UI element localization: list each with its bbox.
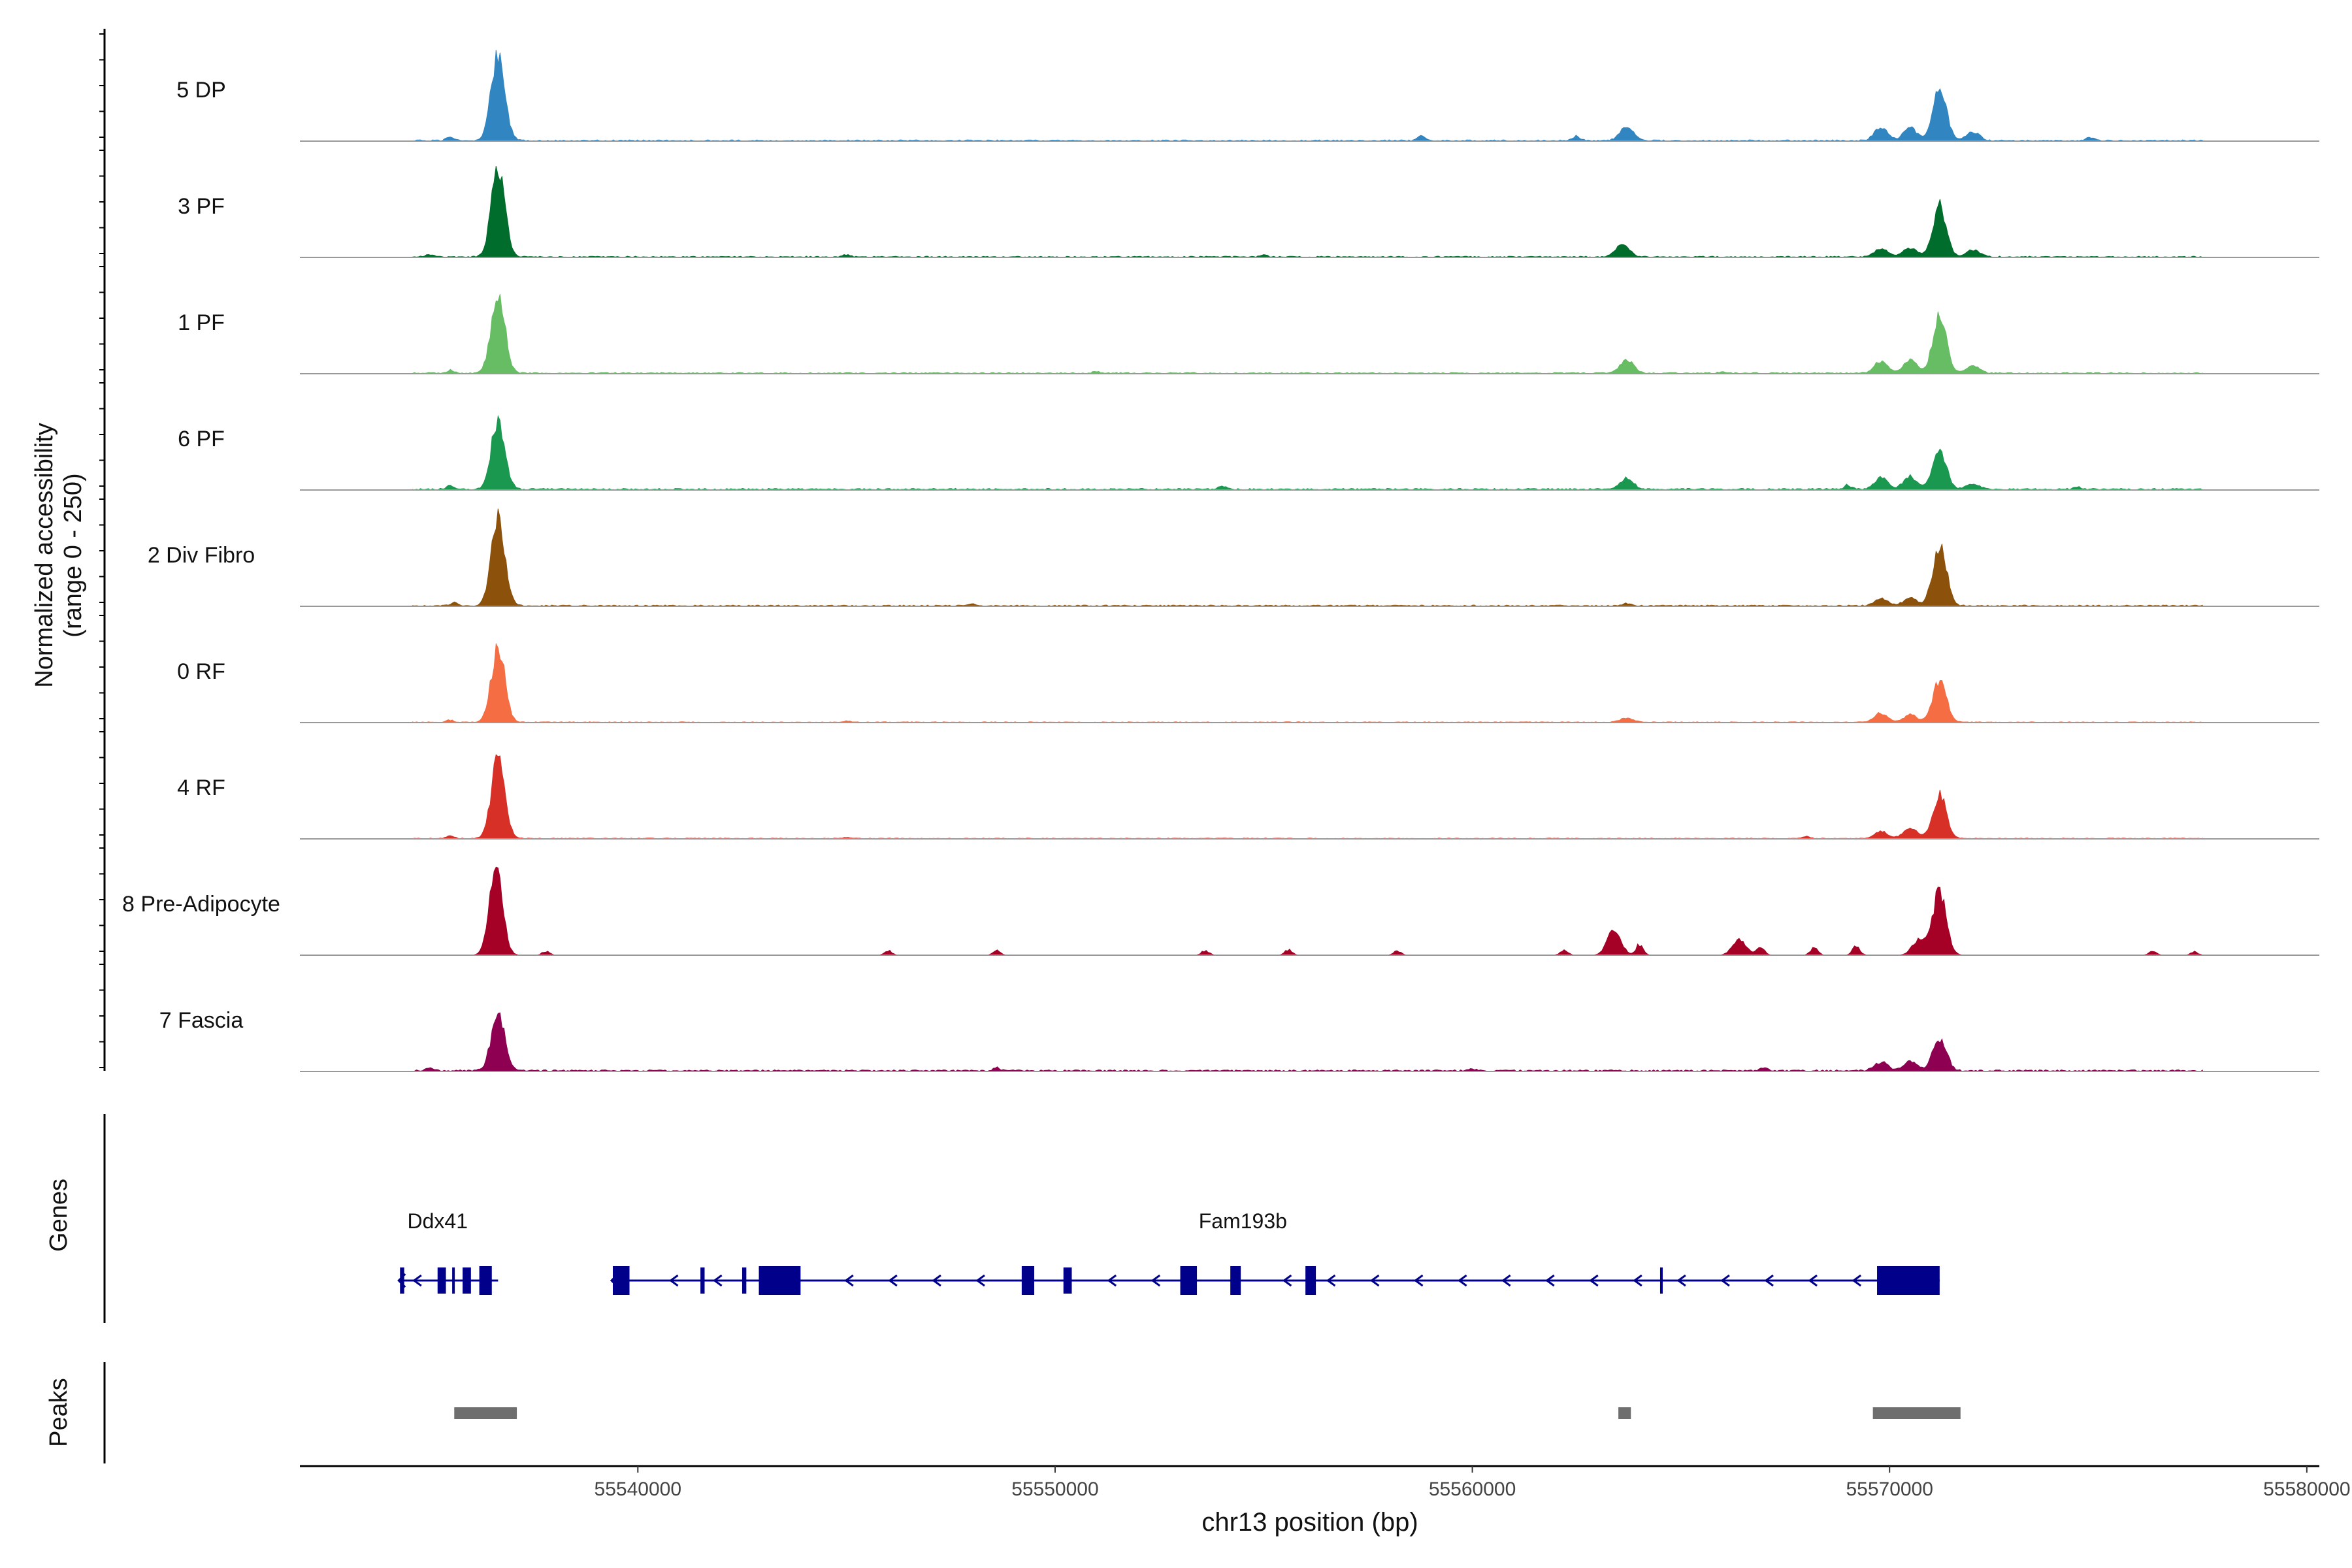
strand-arrow bbox=[1720, 1274, 1730, 1287]
x-tick-label: 55560000 bbox=[1429, 1478, 1516, 1500]
exon bbox=[759, 1266, 801, 1295]
genes-track-label: Genes bbox=[45, 1179, 73, 1252]
exon bbox=[452, 1267, 455, 1294]
x-tick-label: 55580000 bbox=[2263, 1478, 2350, 1500]
exon bbox=[437, 1267, 446, 1294]
track-label: 3 PF bbox=[178, 194, 225, 219]
exon bbox=[463, 1267, 471, 1294]
strand-arrow bbox=[1458, 1274, 1467, 1287]
track: 2 Div Fibro bbox=[148, 508, 2319, 607]
x-axis: 55540000 55550000 55560000 55570000 55580000 bbox=[300, 1465, 2351, 1500]
track-label: 0 RF bbox=[177, 659, 225, 684]
x-tick-label: 55570000 bbox=[1846, 1478, 1933, 1500]
track: 1 PF bbox=[178, 294, 2319, 374]
track-label: 8 Pre-Adipocyte bbox=[122, 892, 280, 917]
track-label: 4 RF bbox=[177, 776, 225, 800]
strand-arrow bbox=[1413, 1274, 1424, 1287]
peak-region bbox=[1618, 1407, 1631, 1419]
coverage-area bbox=[412, 1012, 2203, 1072]
exon bbox=[612, 1266, 630, 1295]
exon bbox=[742, 1267, 747, 1294]
strand-arrow bbox=[888, 1274, 898, 1287]
exon bbox=[1305, 1266, 1316, 1295]
strand-arrow bbox=[1501, 1274, 1511, 1287]
y-axis bbox=[99, 29, 106, 1071]
track: 7 Fascia bbox=[159, 1008, 2319, 1072]
strand-arrow bbox=[1107, 1274, 1117, 1287]
peaks-track bbox=[103, 1362, 1961, 1463]
strand-arrow bbox=[975, 1274, 985, 1287]
tracks: 5 DP 3 PF 1 PF 6 PF 2 Div Fibro 0 RF 4 RF 8 Pre… bbox=[122, 50, 2319, 1072]
coverage-area bbox=[412, 294, 2203, 374]
coverage-area bbox=[412, 866, 2203, 956]
exon bbox=[1877, 1266, 1940, 1295]
strand-arrow bbox=[713, 1274, 723, 1287]
coverage-area bbox=[412, 642, 2203, 723]
coverage-area bbox=[412, 50, 2203, 142]
strand-arrow bbox=[610, 1273, 619, 1288]
y-axis-label: Normalized accessibility bbox=[31, 423, 58, 687]
strand-arrow bbox=[669, 1274, 679, 1287]
track-label: 2 Div Fibro bbox=[148, 543, 255, 568]
track: 4 RF bbox=[177, 754, 2319, 840]
strand-arrow bbox=[1676, 1274, 1686, 1287]
x-tick-label: 55550000 bbox=[1011, 1478, 1098, 1500]
strand-arrow bbox=[1369, 1274, 1380, 1287]
track-label: 6 PF bbox=[178, 427, 225, 451]
strand-arrow bbox=[1633, 1274, 1642, 1287]
track: 3 PF bbox=[178, 166, 2319, 258]
strand-arrow bbox=[1808, 1274, 1818, 1287]
coverage-area bbox=[412, 166, 2203, 258]
exon bbox=[1659, 1267, 1663, 1294]
strand-arrow bbox=[932, 1274, 941, 1287]
exon bbox=[700, 1267, 705, 1294]
track: 6 PF bbox=[178, 415, 2319, 491]
peak-region bbox=[454, 1407, 517, 1419]
strand-arrow bbox=[1852, 1274, 1861, 1287]
coverage-area bbox=[412, 754, 2203, 840]
gene-track: Ddx41 Fam193b bbox=[103, 1114, 1940, 1323]
strand-arrow bbox=[412, 1274, 422, 1287]
exon bbox=[1180, 1266, 1198, 1295]
track: 8 Pre-Adipocyte bbox=[122, 866, 2319, 956]
strand-arrow bbox=[1764, 1274, 1774, 1287]
strand-arrow bbox=[397, 1273, 406, 1288]
track-label: 1 PF bbox=[178, 310, 225, 335]
track-label: 5 DP bbox=[176, 78, 226, 103]
gene-label: Fam193b bbox=[1199, 1209, 1287, 1233]
coverage-area bbox=[412, 415, 2203, 491]
exon bbox=[1021, 1266, 1034, 1295]
peaks-track-label: Peaks bbox=[45, 1378, 73, 1447]
strand-arrow bbox=[1326, 1274, 1336, 1287]
exon bbox=[479, 1266, 492, 1295]
y-axis-range-label: (range 0 - 250) bbox=[59, 473, 87, 637]
track: 5 DP bbox=[176, 50, 2319, 142]
track: 0 RF bbox=[177, 642, 2319, 723]
exon bbox=[400, 1267, 404, 1294]
strand-arrow bbox=[1545, 1274, 1555, 1287]
x-axis-label: chr13 position (bp) bbox=[1201, 1508, 1418, 1537]
x-tick-label: 55540000 bbox=[595, 1478, 681, 1500]
exon bbox=[1230, 1266, 1241, 1295]
strand-arrow bbox=[1282, 1274, 1292, 1287]
gene-label: Ddx41 bbox=[408, 1209, 468, 1233]
strand-arrow bbox=[1589, 1274, 1599, 1287]
strand-arrow bbox=[844, 1274, 854, 1287]
gene: Fam193b bbox=[610, 1209, 1940, 1295]
exon bbox=[1063, 1267, 1072, 1294]
gene: Ddx41 bbox=[397, 1209, 498, 1295]
coverage-area bbox=[412, 508, 2203, 607]
track-label: 7 Fascia bbox=[159, 1008, 244, 1033]
strand-arrow bbox=[1151, 1274, 1161, 1287]
peak-region bbox=[1872, 1407, 1961, 1419]
